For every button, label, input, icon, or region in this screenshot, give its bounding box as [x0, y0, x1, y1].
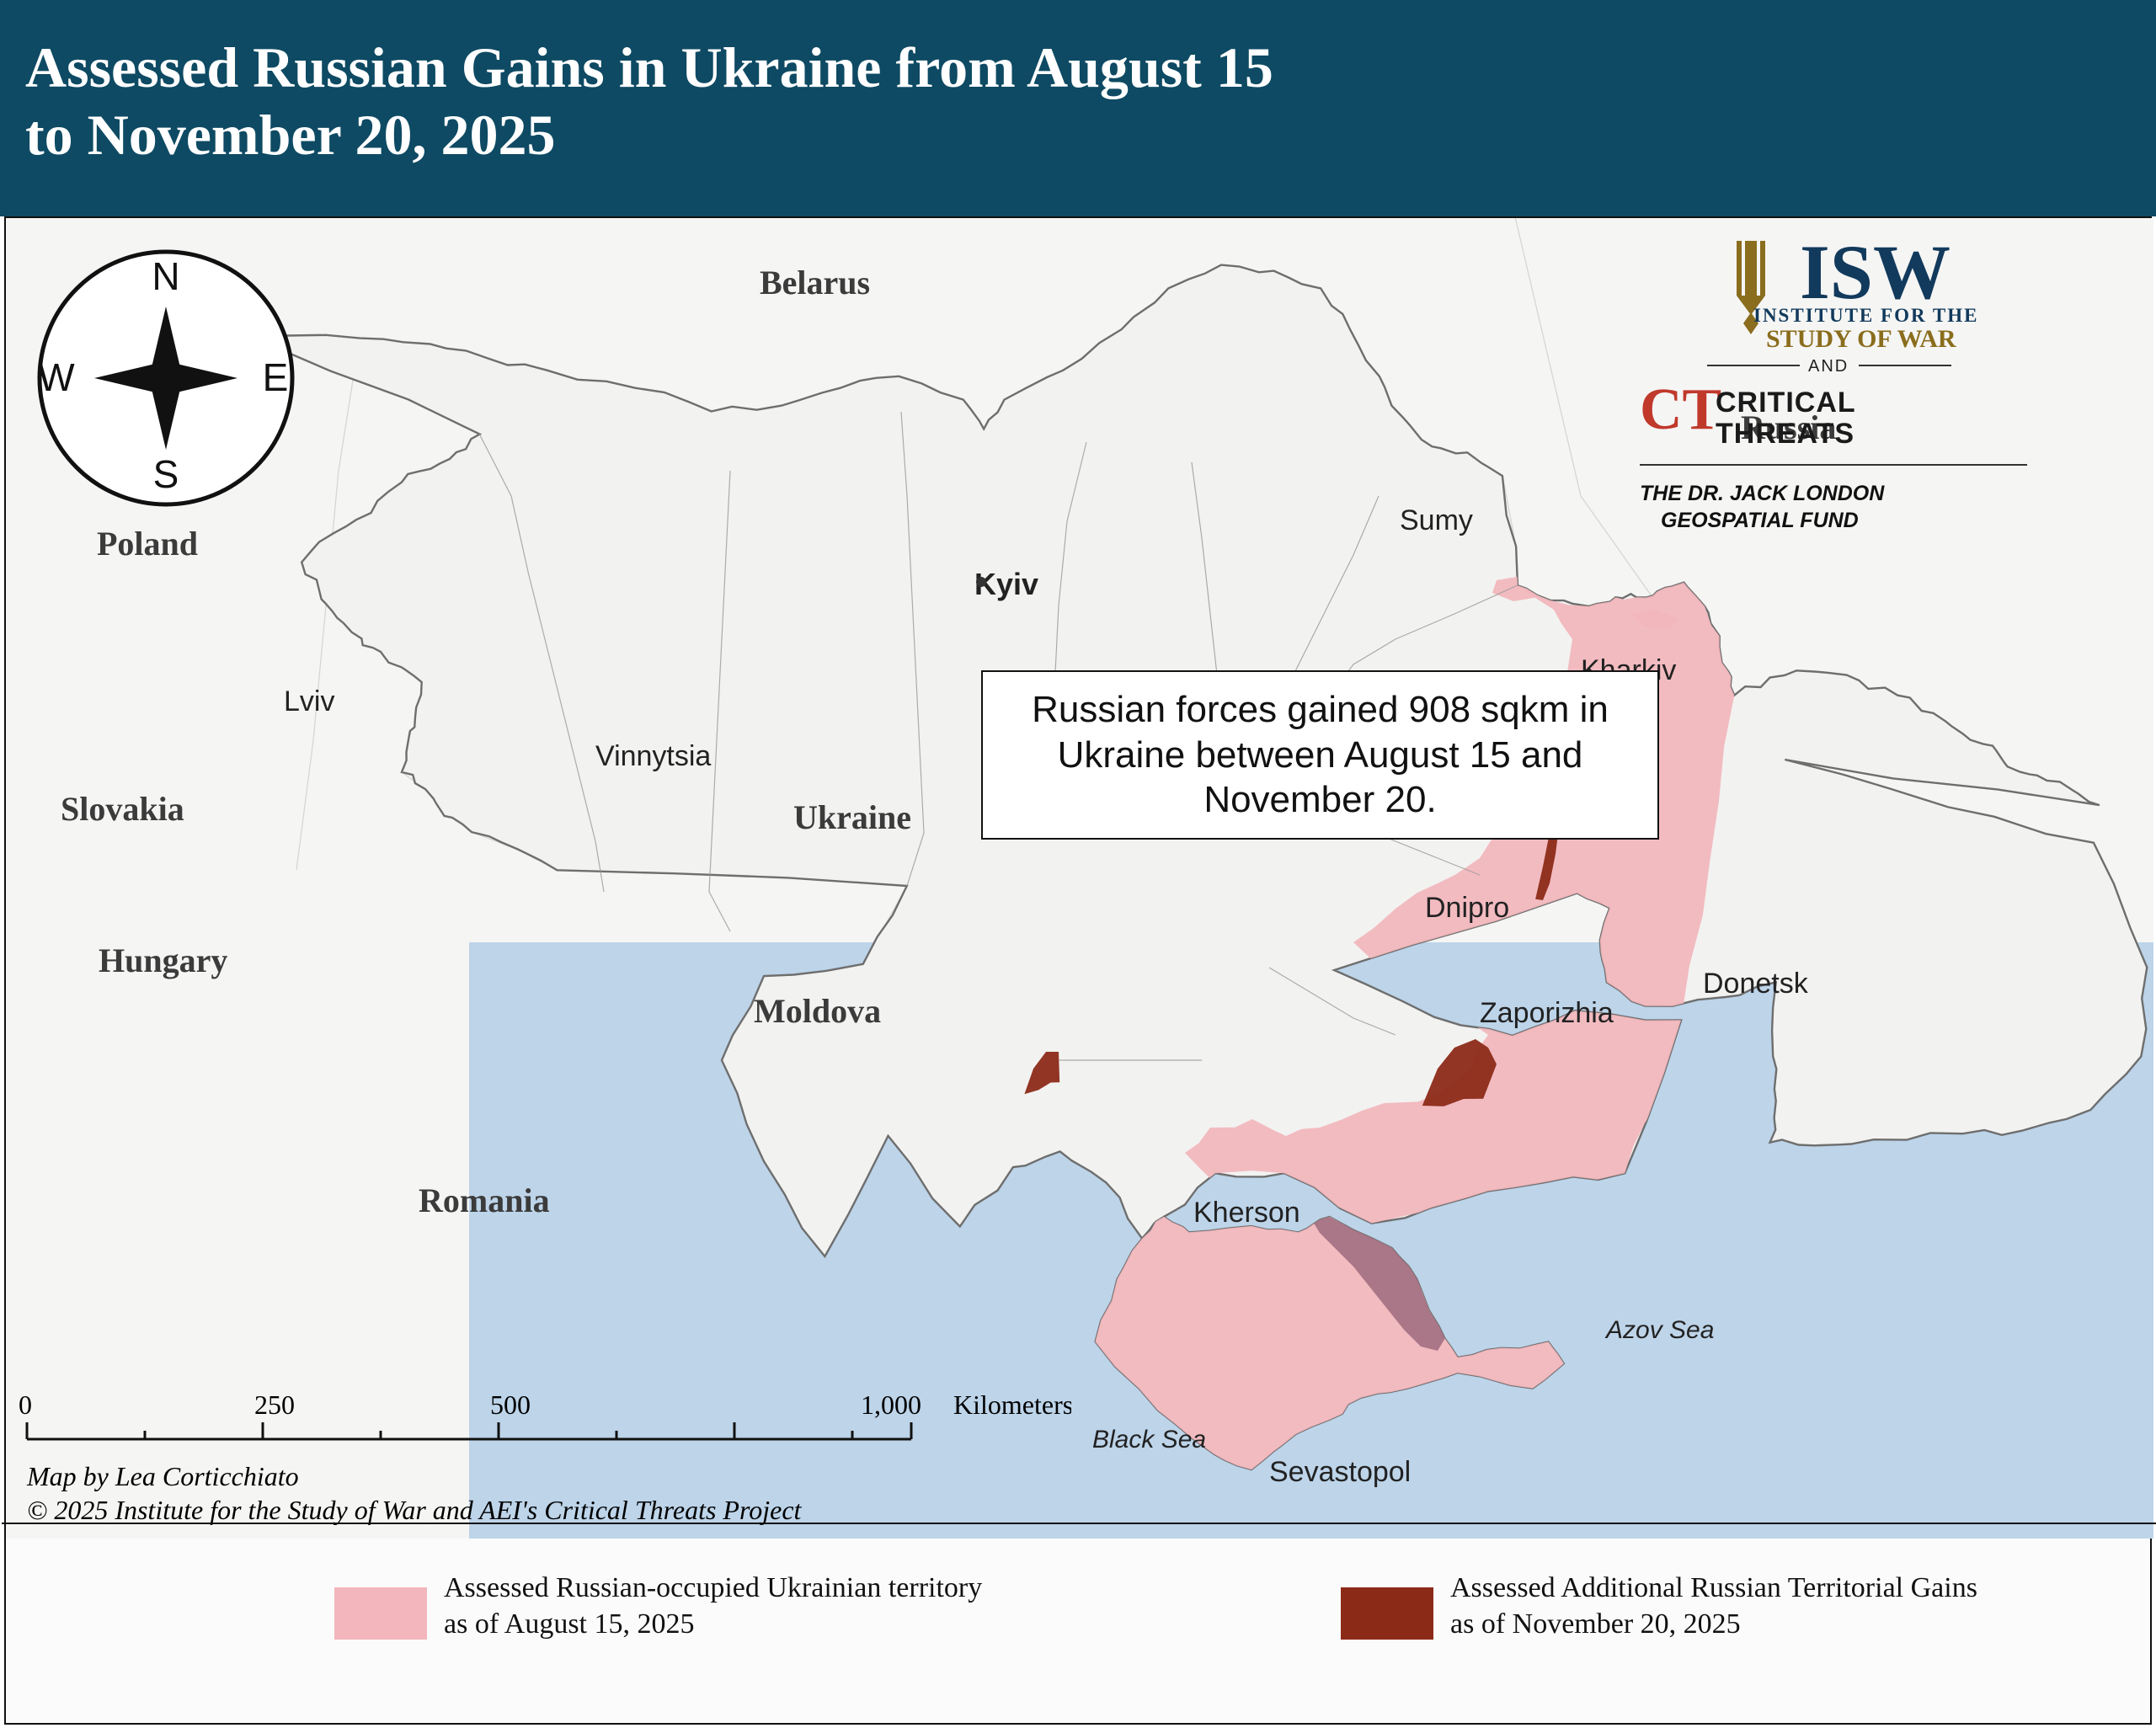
- svg-text:500: 500: [490, 1389, 531, 1420]
- svg-text:GEOSPATIAL FUND: GEOSPATIAL FUND: [1661, 509, 1859, 532]
- svg-text:Map by Lea Corticchiato: Map by Lea Corticchiato: [26, 1461, 299, 1491]
- svg-text:Poland: Poland: [97, 525, 198, 563]
- svg-text:AND: AND: [1808, 357, 1849, 376]
- svg-text:1,000: 1,000: [861, 1389, 921, 1420]
- svg-text:W: W: [38, 355, 75, 399]
- svg-text:E: E: [263, 355, 289, 399]
- svg-text:N: N: [152, 254, 179, 298]
- svg-text:INSTITUTE FOR THE: INSTITUTE FOR THE: [1753, 305, 1978, 326]
- svg-text:THREATS: THREATS: [1716, 418, 1854, 450]
- svg-text:THE DR. JACK LONDON: THE DR. JACK LONDON: [1640, 482, 1885, 505]
- svg-text:Sevastopol: Sevastopol: [1269, 1456, 1411, 1488]
- svg-text:S: S: [153, 452, 179, 496]
- svg-text:Vinnytsia: Vinnytsia: [595, 740, 711, 772]
- svg-text:Azov Sea: Azov Sea: [1604, 1316, 1714, 1344]
- svg-text:Dnipro: Dnipro: [1425, 892, 1509, 924]
- svg-text:Romania: Romania: [419, 1181, 550, 1219]
- svg-text:Ukraine: Ukraine: [793, 798, 911, 836]
- svg-text:Donetsk: Donetsk: [1703, 968, 1809, 1000]
- svg-text:ISW: ISW: [1800, 231, 1951, 315]
- svg-text:Moldova: Moldova: [754, 992, 881, 1030]
- svg-text:© 2025 Institute for the Study: © 2025 Institute for the Study of War an…: [27, 1495, 803, 1525]
- svg-text:Zaporizhia: Zaporizhia: [1480, 997, 1614, 1029]
- svg-text:Kilometers: Kilometers: [953, 1389, 1071, 1420]
- svg-text:CT: CT: [1640, 377, 1721, 442]
- svg-text:Lviv: Lviv: [284, 685, 334, 717]
- svg-text:Kherson: Kherson: [1193, 1197, 1300, 1229]
- svg-text:CRITICAL: CRITICAL: [1716, 387, 1856, 419]
- svg-text:Hungary: Hungary: [99, 941, 227, 979]
- svg-text:STUDY OF WAR: STUDY OF WAR: [1766, 325, 1956, 353]
- svg-text:250: 250: [254, 1389, 295, 1420]
- svg-text:0: 0: [19, 1389, 32, 1420]
- svg-text:Black Sea: Black Sea: [1092, 1426, 1206, 1453]
- svg-text:Sumy: Sumy: [1400, 504, 1473, 536]
- svg-text:Belarus: Belarus: [760, 264, 870, 301]
- svg-text:Slovakia: Slovakia: [61, 790, 184, 828]
